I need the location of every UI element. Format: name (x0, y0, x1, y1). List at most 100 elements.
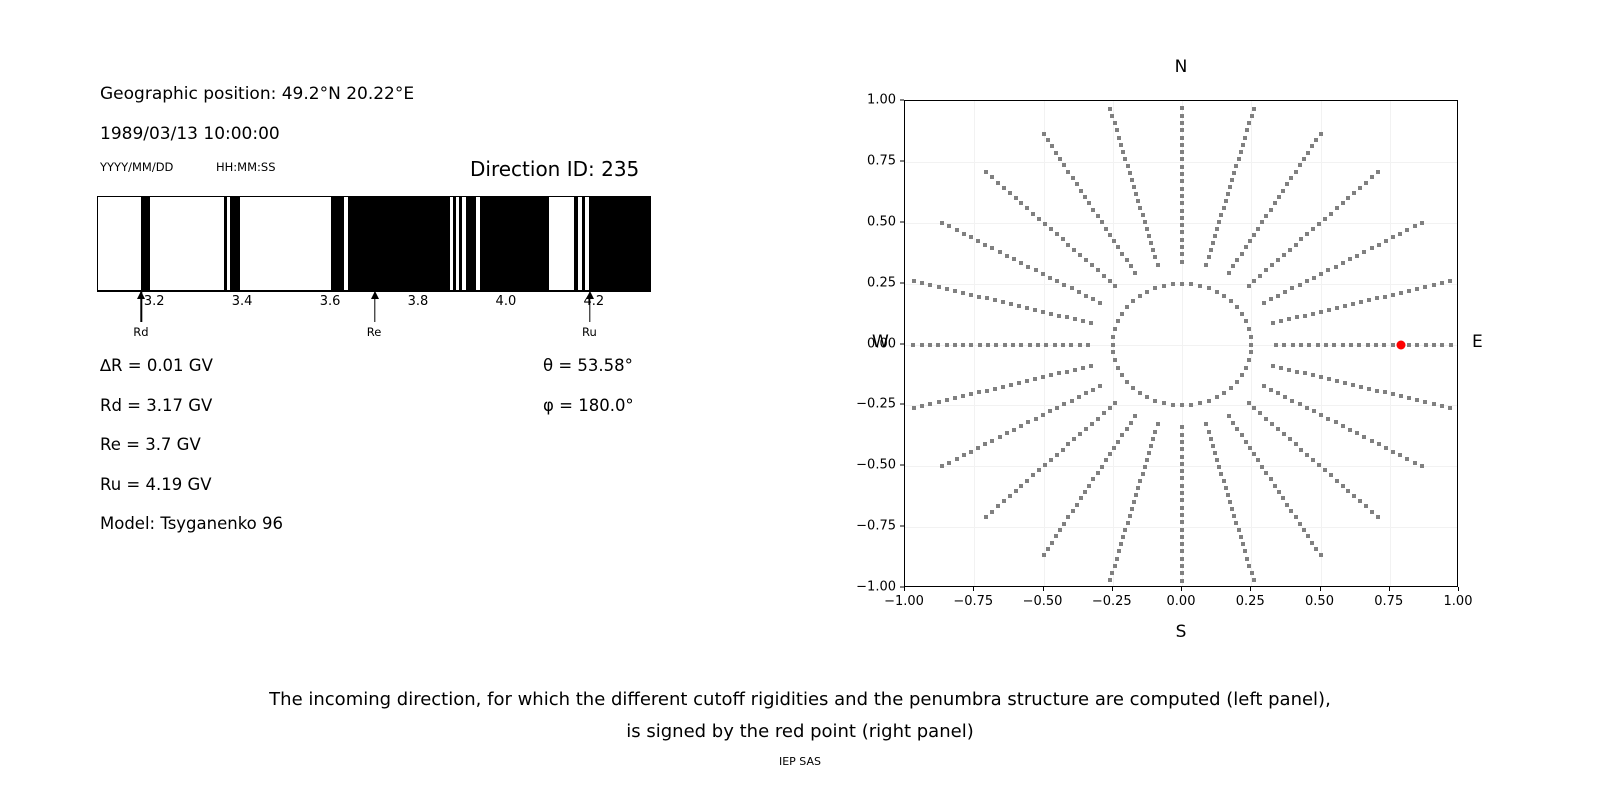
sky-map-point (1281, 496, 1286, 501)
compass-south-label: S (1175, 622, 1187, 642)
sky-map-point (992, 386, 997, 391)
sky-map-point (1319, 413, 1324, 418)
sky-map-point (1025, 206, 1030, 211)
sky-map-point (1234, 521, 1239, 526)
sky-map-point (1301, 156, 1306, 161)
sky-map-point (968, 392, 973, 397)
sky-map-point (1180, 564, 1184, 569)
sky-map-point (1398, 453, 1403, 458)
sky-map-point (1001, 499, 1006, 504)
sky-map-point (1002, 342, 1007, 347)
sky-map-point (1170, 402, 1175, 407)
sky-map-point (1274, 342, 1279, 347)
sky-map-point (1375, 170, 1380, 175)
sky-map-point (1246, 358, 1251, 363)
cutoff-arrow-re: Re (367, 291, 381, 339)
sky-map-point (1234, 163, 1239, 168)
sky-map-point (1052, 342, 1057, 347)
sky-map-point (1123, 156, 1128, 161)
selected-direction-point[interactable] (1396, 340, 1406, 349)
sky-map-point (1419, 464, 1424, 469)
sky-map-point (936, 342, 941, 347)
sky-map-point (1040, 413, 1045, 418)
vertical-gridline (1182, 101, 1183, 586)
sky-map-point (1272, 201, 1277, 206)
sky-map-point (1056, 371, 1061, 376)
sky-map-point (1145, 289, 1150, 294)
sky-map-point (1060, 237, 1065, 242)
sky-map-point (1138, 206, 1143, 211)
sky-map-point (1132, 414, 1137, 419)
sky-map-point (1033, 268, 1038, 273)
sky-map-point (1239, 251, 1244, 256)
sky-map-point (912, 279, 917, 284)
sky-map-point (1258, 273, 1263, 278)
sky-map-point (1222, 390, 1227, 395)
sky-map-y-tick-mark (900, 586, 904, 588)
sky-map-point (1247, 121, 1252, 126)
arrow-head-icon (585, 291, 594, 299)
sky-map-point (1072, 367, 1077, 372)
sky-map-point (1049, 144, 1054, 149)
sky-map-point (1231, 420, 1236, 425)
penumbra-tick-label: 3.4 (231, 294, 253, 309)
penumbra-forbidden-band (453, 197, 456, 290)
sky-map-point (1346, 196, 1351, 201)
arrow-head-icon (137, 291, 146, 299)
sky-map-point (1285, 182, 1290, 187)
sky-map-point (1180, 476, 1184, 481)
sky-map-point (1180, 252, 1184, 257)
sky-map-point (1062, 521, 1067, 526)
sky-map-point (968, 235, 973, 240)
sky-map-point (1142, 220, 1147, 225)
sky-map-point (1180, 179, 1184, 184)
sky-map-point (1120, 312, 1125, 317)
sky-map-point (1136, 485, 1141, 490)
arrow-shaft (373, 292, 376, 322)
sky-map-point (1087, 201, 1092, 206)
sky-map-point (944, 342, 949, 347)
horizontal-gridline (905, 466, 1457, 468)
sky-map-point (1375, 388, 1380, 393)
sky-map-point (952, 396, 957, 401)
sky-map-point (940, 464, 945, 469)
sky-map-point (1391, 292, 1396, 297)
sky-map-point (1026, 264, 1031, 269)
penumbra-forbidden-band (458, 197, 463, 290)
sky-map-point (1228, 299, 1233, 304)
sky-map-point (1287, 247, 1292, 252)
sky-map-point (1281, 432, 1286, 437)
sky-map-point (1248, 350, 1253, 355)
compass-north-label: N (1174, 57, 1188, 77)
sky-map-point (1134, 191, 1139, 196)
sky-map-point (1026, 420, 1031, 425)
sky-map-point (1111, 350, 1116, 355)
sky-map-point (1399, 290, 1404, 295)
sky-map-point (1180, 578, 1184, 583)
sky-map-x-tick-label: 1.00 (1443, 594, 1473, 609)
sky-map-point (1319, 375, 1324, 380)
sky-map-point (1180, 230, 1184, 235)
sky-map-point (1317, 463, 1322, 468)
sky-map-point (1314, 137, 1319, 142)
sky-map-point (1124, 258, 1129, 263)
figure-caption: The incoming direction, for which the di… (0, 684, 1600, 748)
sky-map-point (968, 292, 973, 297)
sky-map-point (1264, 416, 1269, 421)
sky-map-point (1230, 177, 1235, 182)
sky-map-point (1415, 342, 1420, 347)
sky-map-point (1144, 457, 1149, 462)
sky-map-point (1089, 363, 1094, 368)
sky-map-point (1099, 220, 1104, 225)
sky-map-point (1391, 235, 1396, 240)
sky-map-point (1008, 302, 1013, 307)
sky-map-point (1131, 299, 1136, 304)
sky-map-point (986, 342, 991, 347)
sky-map-point (1243, 319, 1248, 324)
sky-map-point (1127, 514, 1132, 519)
sky-map-point (1041, 553, 1046, 558)
sky-map-point (1078, 188, 1083, 193)
sky-map-point (1180, 245, 1184, 250)
sky-map-point (1162, 401, 1167, 406)
sky-map-point (1054, 452, 1059, 457)
